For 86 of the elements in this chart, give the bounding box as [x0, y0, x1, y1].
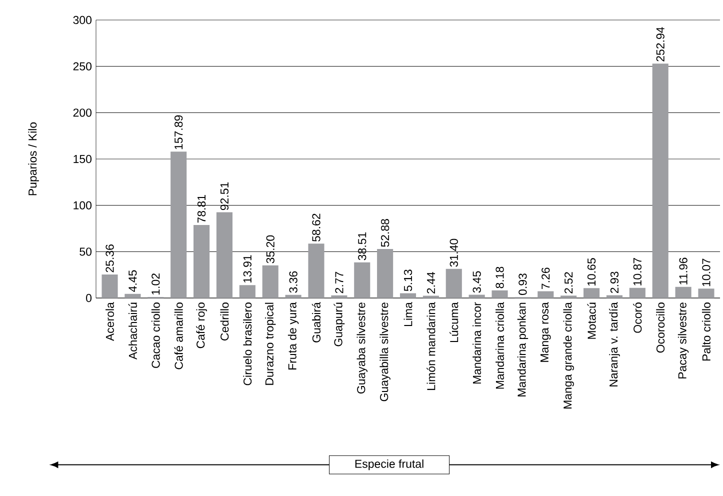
bar	[468, 294, 485, 298]
x-tick-label: Guayabilla silvestre	[380, 302, 390, 402]
bar	[331, 295, 348, 298]
data-label: 252.94	[656, 27, 664, 62]
bar	[538, 291, 554, 298]
bar	[216, 212, 232, 298]
data-label: 13.91	[243, 255, 252, 283]
data-label: 10.07	[702, 258, 710, 286]
y-axis-title: Puparios / Kilo	[28, 122, 39, 196]
bar	[239, 285, 256, 298]
data-label: 2.52	[564, 272, 573, 294]
data-label: 8.18	[496, 266, 504, 288]
x-tick-label: Manga grande criolla	[563, 302, 574, 408]
y-tick-label: 150	[74, 154, 92, 164]
data-label: 35.20	[266, 235, 274, 264]
bar	[606, 295, 623, 298]
data-label: 0.93	[518, 274, 527, 295]
bar	[629, 288, 646, 298]
data-label: 78.81	[197, 195, 206, 223]
bar	[170, 152, 187, 298]
x-tick-label: Naranja v. tardía	[609, 302, 620, 386]
data-label: 3.45	[472, 271, 481, 293]
x-tick-label: Motacú	[587, 302, 596, 339]
x-tick-label: Cedrillo	[220, 302, 229, 340]
data-label: 157.89	[174, 115, 183, 150]
y-tick-label: 250	[73, 62, 92, 70]
x-tick-label: Ocoró	[633, 302, 642, 333]
data-label: 25.36	[106, 244, 114, 272]
data-label: 10.65	[587, 258, 596, 286]
x-tick-label: Guabirá	[312, 302, 321, 342]
data-label: 2.44	[426, 272, 435, 294]
data-label: 7.26	[542, 268, 550, 289]
x-tick-label: Café rojo	[196, 302, 207, 348]
y-tick-label: 50	[80, 248, 92, 256]
x-tick-label: Manga rosa	[540, 302, 551, 362]
data-label: 92.51	[220, 182, 229, 210]
x-tick-label: Fruta de yura	[288, 302, 299, 370]
bar	[194, 224, 210, 298]
x-tick-label: Guayaba silvestre	[356, 302, 368, 394]
data-label: 10.87	[633, 258, 642, 286]
x-tick-label: Ocorocillo	[656, 302, 665, 353]
x-tick-label: Achachairú	[128, 302, 137, 360]
bar	[652, 64, 668, 298]
x-tick-label: Guapurú	[334, 302, 345, 346]
data-label: 3.36	[289, 271, 298, 293]
bar	[377, 249, 394, 298]
x-axis-title: Especie frutal	[355, 459, 424, 470]
x-tick-label: Mandarina incor	[472, 302, 482, 384]
bar	[308, 244, 324, 298]
y-tick-label: 300	[73, 16, 92, 24]
x-tick-label: Mandarina ponkan	[517, 302, 528, 396]
data-label: 4.45	[128, 270, 137, 292]
data-label: 38.51	[358, 232, 366, 260]
bar	[285, 294, 302, 298]
x-tick-label: Palto criollo	[702, 302, 710, 361]
data-label: 2.77	[335, 272, 344, 294]
data-label: 1.02	[152, 274, 160, 294]
y-tick-label: 200	[73, 108, 92, 117]
bar	[698, 288, 714, 298]
x-tick-label: Café amarillo	[174, 302, 183, 370]
x-tick-label: Pacay silvestre	[678, 302, 689, 378]
data-label: 2.93	[610, 272, 619, 294]
x-tick-label: Lúcuma	[450, 302, 458, 342]
y-tick-label: 100	[74, 201, 92, 210]
x-tick-label: Cacao criollo	[151, 302, 160, 368]
bar	[584, 288, 600, 298]
y-tick-label: 0	[86, 294, 92, 302]
data-label: 52.88	[380, 219, 390, 247]
bar	[446, 268, 462, 298]
data-label: 31.40	[450, 238, 458, 267]
x-tick-label: Durazno tropical	[265, 302, 276, 385]
x-tick-label: Mandarina criolla	[496, 302, 504, 389]
data-label: 11.96	[679, 258, 688, 284]
bar	[262, 265, 278, 298]
bar	[492, 290, 508, 298]
bar	[124, 294, 141, 298]
x-tick-label: Limón mandarina	[426, 302, 436, 390]
bar	[675, 286, 692, 298]
bar	[102, 274, 118, 298]
data-label: 58.62	[312, 214, 320, 242]
data-label: 5.13	[404, 270, 412, 292]
bar	[400, 293, 416, 298]
x-tick-label: Acerola	[106, 302, 114, 342]
bar	[354, 262, 370, 298]
x-tick-label: Ciruelo brasilero	[243, 302, 252, 386]
x-tick-label: Lima	[404, 302, 412, 326]
